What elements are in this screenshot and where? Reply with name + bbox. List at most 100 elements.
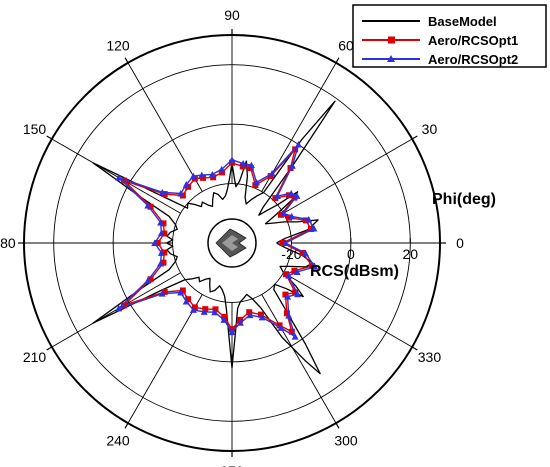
spoke-330 bbox=[283, 272, 413, 348]
series-2-point-34 bbox=[189, 306, 197, 313]
series-2-point-1 bbox=[310, 225, 318, 232]
angle-tick-label-240: 240 bbox=[106, 432, 130, 448]
angle-tick-label-0: 0 bbox=[456, 235, 464, 251]
series-1-point-9 bbox=[292, 146, 299, 153]
legend: BaseModel Aero/RCSOpt1 Aero/RCSOpt2 bbox=[352, 4, 547, 68]
legend-marker-1 bbox=[388, 36, 395, 44]
series-1-point-28 bbox=[160, 259, 167, 266]
radial-tick-label-1: 0 bbox=[347, 246, 355, 262]
series-2-point-41 bbox=[258, 313, 266, 321]
legend-label-0: BaseModel bbox=[428, 14, 497, 29]
angle-tick-label-330: 330 bbox=[418, 349, 442, 365]
series-1-point-3 bbox=[286, 214, 293, 221]
series-2-point-15 bbox=[218, 165, 226, 173]
series-1-point-35 bbox=[202, 306, 209, 313]
series-2-point-31 bbox=[158, 290, 166, 297]
legend-label-1: Aero/RCSOpt1 bbox=[428, 33, 518, 48]
series-2-point-4 bbox=[279, 209, 287, 217]
angle-tick-label-210: 210 bbox=[23, 349, 47, 365]
series-2-point-38 bbox=[228, 328, 236, 336]
spoke-30 bbox=[283, 138, 413, 214]
angle-tick-330 bbox=[411, 346, 418, 351]
series-2-point-32 bbox=[177, 289, 185, 296]
series-line-1 bbox=[123, 148, 313, 333]
series-2-point-13 bbox=[239, 160, 247, 167]
series-2-point-8 bbox=[288, 162, 296, 169]
series-2-point-26 bbox=[151, 239, 159, 246]
series-1-point-29 bbox=[147, 276, 154, 283]
series-2-point-6 bbox=[287, 189, 295, 197]
series-line-2 bbox=[118, 143, 316, 338]
series-2-point-37 bbox=[220, 316, 228, 323]
series-2-point-21 bbox=[158, 188, 166, 196]
series-2-point-36 bbox=[211, 308, 219, 316]
series-2-point-11 bbox=[252, 178, 260, 186]
series-2-point-42 bbox=[277, 324, 285, 331]
series-2-point-39 bbox=[236, 319, 244, 326]
angle-tick-150 bbox=[46, 135, 53, 140]
series-1-point-25 bbox=[161, 230, 168, 237]
series-2-point-16 bbox=[208, 170, 216, 178]
series-2-point-24 bbox=[157, 219, 165, 226]
angle-tick-label-120: 120 bbox=[106, 38, 130, 54]
series-2-point-44 bbox=[285, 312, 293, 319]
series-2-point-14 bbox=[228, 156, 236, 163]
series-1-point-37 bbox=[221, 313, 228, 320]
spoke-120 bbox=[127, 62, 203, 192]
series-1-point-23 bbox=[147, 203, 154, 210]
series-2-point-43 bbox=[291, 333, 299, 340]
series-2-point-29 bbox=[144, 276, 152, 284]
series-2-point-28 bbox=[157, 259, 165, 267]
series-1-point-22 bbox=[120, 177, 127, 184]
spoke-60 bbox=[261, 62, 337, 192]
legend-marker-2 bbox=[387, 55, 395, 62]
series-2-point-19 bbox=[182, 180, 190, 188]
series-1-point-1 bbox=[308, 226, 315, 233]
series-1-point-40 bbox=[246, 309, 253, 316]
angle-tick-60 bbox=[335, 57, 340, 64]
angle-tick-label-60: 60 bbox=[338, 38, 354, 54]
series-1-point-36 bbox=[212, 306, 219, 313]
series-2-point-47 bbox=[285, 272, 293, 279]
series-2-point-18 bbox=[189, 172, 197, 180]
series-2-point-5 bbox=[293, 192, 301, 199]
series-2-point-48 bbox=[293, 268, 301, 276]
series-2-point-20 bbox=[177, 189, 185, 197]
angle-tick-label-30: 30 bbox=[422, 121, 438, 137]
series-2-point-45 bbox=[284, 293, 292, 300]
series-1-point-30 bbox=[120, 302, 127, 309]
radial-tick-label-2: 20 bbox=[402, 246, 418, 262]
series-2-point-49 bbox=[311, 263, 319, 270]
series-2-point-17 bbox=[198, 171, 206, 179]
series-1-point-33 bbox=[185, 296, 192, 303]
series-1-point-50 bbox=[299, 249, 306, 256]
angle-axis-title: Phi(deg) bbox=[432, 191, 496, 208]
legend-label-2: Aero/RCSOpt2 bbox=[428, 52, 518, 67]
series-2-point-51 bbox=[281, 239, 289, 246]
series-1-point-31 bbox=[161, 288, 168, 295]
angle-tick-label-270: 270 bbox=[220, 463, 244, 467]
series-1-point-48 bbox=[291, 267, 298, 274]
series-1-point-32 bbox=[179, 287, 186, 294]
series-2-point-3 bbox=[288, 212, 296, 220]
series-2-point-7 bbox=[273, 192, 281, 199]
legend-box bbox=[352, 4, 547, 68]
series-1-point-27 bbox=[161, 249, 168, 256]
series-1-point-43 bbox=[288, 328, 295, 335]
spoke-150 bbox=[51, 138, 181, 214]
aircraft-icon-highlight bbox=[222, 235, 238, 251]
series-1-point-47 bbox=[283, 271, 290, 278]
angle-tick-label-300: 300 bbox=[334, 432, 358, 448]
series-1-point-26 bbox=[154, 240, 161, 246]
series-1-point-2 bbox=[302, 217, 309, 224]
angle-tick-120 bbox=[124, 57, 129, 64]
series-1-point-24 bbox=[160, 220, 167, 227]
angle-tick-300 bbox=[335, 422, 340, 429]
series-layer bbox=[92, 100, 336, 375]
series-2-point-25 bbox=[157, 229, 165, 237]
angle-tick-label-180: 180 bbox=[0, 235, 16, 251]
angle-tick-240 bbox=[124, 422, 129, 429]
spoke-300 bbox=[261, 294, 337, 424]
